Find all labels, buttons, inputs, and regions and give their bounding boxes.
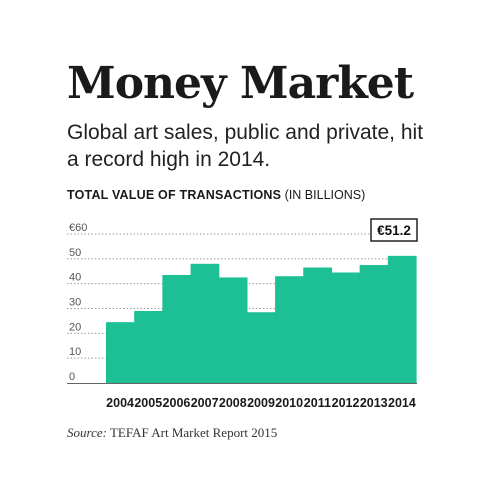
y-tick-label: 10: [69, 346, 81, 358]
x-tick-label: 2005: [134, 396, 162, 410]
y-tick-label: 20: [69, 321, 81, 333]
x-tick-label: 2009: [247, 396, 275, 410]
x-tick-label: 2013: [360, 396, 388, 410]
page-title: Money Market: [67, 58, 414, 109]
bar-2010: [275, 276, 304, 383]
x-tick-label: 2006: [163, 396, 191, 410]
x-tick-label: 2010: [275, 396, 303, 410]
bar-2012: [331, 272, 361, 383]
source-note: Source: TEFAF Art Market Report 2015: [67, 425, 277, 441]
bar-2004: [106, 322, 135, 383]
y-tick-label: 30: [69, 297, 81, 309]
source-text: TEFAF Art Market Report 2015: [106, 425, 278, 440]
y-tick-label: 0: [69, 371, 75, 383]
bar-2006: [162, 274, 192, 383]
x-tick-label: 2004: [106, 396, 134, 410]
x-tick-label: 2014: [388, 396, 416, 410]
bar-2005: [134, 310, 163, 383]
x-tick-label: 2007: [191, 396, 219, 410]
x-tick-label: 2011: [304, 396, 331, 410]
chart-heading-unit: (IN BILLIONS): [281, 188, 366, 202]
bar-2013: [359, 265, 389, 383]
y-tick-label: €60: [69, 222, 87, 234]
callout-box: [370, 218, 418, 242]
bar-2007: [190, 263, 220, 383]
x-tick-label: 2008: [219, 396, 247, 410]
y-tick-label: 50: [69, 247, 81, 259]
bar-2011: [303, 267, 333, 383]
x-tick-label: 2012: [332, 396, 360, 410]
chart-heading-main: TOTAL VALUE OF TRANSACTIONS: [67, 188, 282, 202]
y-tick-label: 40: [69, 272, 81, 284]
bar-2009: [246, 312, 276, 383]
subtitle: Global art sales, public and private, hi…: [67, 121, 424, 171]
bar-2008: [218, 277, 248, 383]
source-label: Source:: [67, 425, 107, 440]
chart-heading: TOTAL VALUE OF TRANSACTIONS (IN BILLIONS…: [67, 188, 365, 202]
bar-2014: [387, 255, 417, 383]
callout-value: €51.2: [377, 223, 411, 238]
